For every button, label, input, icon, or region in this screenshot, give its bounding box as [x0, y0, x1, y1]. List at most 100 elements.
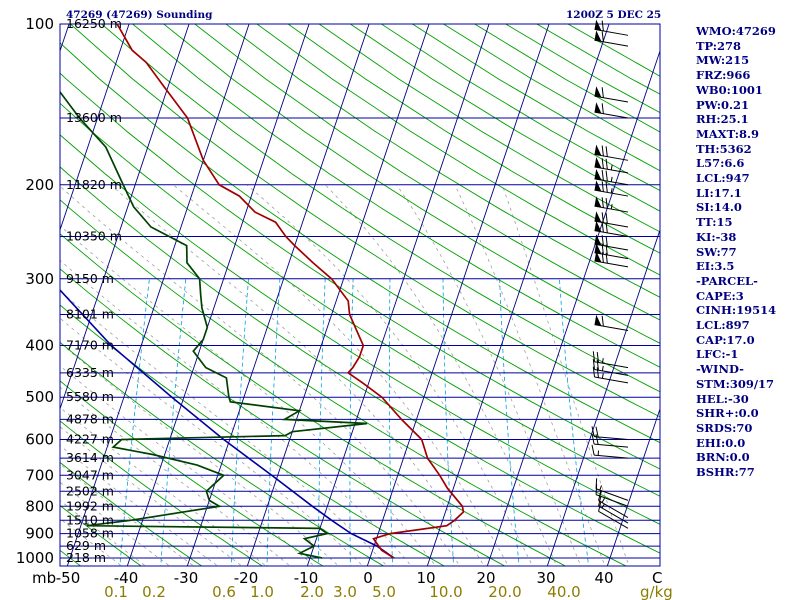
index-item: FRZ:966 — [696, 68, 751, 83]
temperature-tick-label: -20 — [234, 569, 259, 587]
pressure-tick-label: 900 — [25, 525, 54, 543]
dewpoint-trace — [60, 90, 368, 559]
moist-adiabat — [60, 290, 388, 566]
wind-barb — [594, 157, 629, 174]
index-item: L57:6.6 — [696, 156, 745, 171]
mixing-ratio-line — [160, 278, 187, 566]
moist-adiabat — [110, 184, 485, 566]
mixing-ratio-line — [230, 278, 249, 566]
index-item: WMO:47269 — [696, 24, 776, 38]
pressure-labels: 1000 900 800 700 600 500 400 300 200 100 — [16, 15, 54, 567]
height-label: 1510 m — [66, 512, 114, 527]
dry-adiabat — [60, 461, 203, 566]
height-label: 5580 m — [66, 389, 114, 404]
dry-adiabat — [225, 24, 660, 298]
dry-adiabat — [287, 24, 660, 254]
wind-barb — [594, 19, 629, 36]
wind-barb — [591, 426, 629, 441]
temperature-tick-label: 30 — [536, 569, 555, 587]
height-label: 8101 m — [66, 307, 114, 322]
temperature-tick-label: -40 — [114, 569, 139, 587]
mixing-ratio-line — [499, 278, 520, 566]
moist-adiabat — [246, 184, 533, 566]
index-item: LCL:897 — [696, 318, 750, 333]
moist-adiabat — [60, 225, 437, 566]
index-item: SI:14.0 — [696, 200, 742, 215]
pressure-tick-label: 300 — [25, 270, 54, 288]
mixing-ratio-tick-label: 0.6 — [212, 583, 236, 600]
mixing-ratio-line — [442, 278, 455, 566]
wind-barb — [594, 144, 629, 161]
dry-adiabat — [60, 102, 660, 497]
moist-adiabat — [60, 463, 195, 566]
dry-adiabat — [60, 199, 627, 566]
wind-barb — [594, 251, 629, 268]
index-item: CAP:17.0 — [696, 332, 755, 347]
dry-adiabat — [60, 420, 264, 566]
height-label: 4227 m — [66, 432, 114, 447]
pressure-tick-label: 700 — [25, 466, 54, 484]
index-item: HEL:-30 — [696, 391, 749, 406]
chart-time: 1200Z 5 DEC 25 — [566, 9, 662, 21]
mixing-ratio-tick-label: 2.0 — [300, 583, 324, 600]
moist-adiabat — [501, 184, 630, 566]
height-label: 3047 m — [66, 467, 114, 482]
mixing-ratio-tick-label: 40.0 — [547, 583, 580, 600]
height-label: 9150 m — [66, 271, 114, 286]
isotherm — [486, 49, 660, 566]
isotherm — [366, 24, 550, 566]
dry-adiabat — [0, 12, 24, 569]
mixing-ratio-line — [119, 278, 150, 566]
wind-barb — [594, 168, 629, 186]
height-labels: 16250 m 13600 m 11820 m 10350 m 9150 m 8101 m… — [66, 16, 122, 565]
index-item: EHI:0.0 — [696, 435, 746, 450]
index-item: LI:17.1 — [696, 185, 742, 200]
isotherm — [60, 24, 190, 411]
moist-adiabat — [60, 317, 364, 566]
plot-frame — [59, 23, 661, 567]
index-item: BRN:0.0 — [696, 450, 750, 465]
pressure-tick-label: 500 — [25, 388, 54, 406]
mixing-ratio-line — [389, 278, 394, 566]
dry-adiabat — [60, 134, 660, 525]
temperature-labels: -50 -40 -30 -20 -10 0 10 20 30 40 — [56, 569, 614, 587]
plot-area — [0, 12, 660, 569]
wind-barb — [594, 180, 629, 197]
index-item: KI:-38 — [696, 229, 737, 244]
height-label: 2502 m — [66, 483, 114, 498]
pressure-tick-label: 600 — [25, 431, 54, 449]
temperature-unit-label: C — [652, 569, 662, 587]
wind-barb — [594, 211, 629, 228]
index-panel: WMO:47269 TP:278 MW:215 FRZ:966 WB0:1001 PW:0… — [696, 24, 800, 480]
wind-barb — [594, 102, 629, 119]
dry-adiabat — [194, 24, 660, 321]
wind-barb — [594, 30, 629, 47]
isotherm — [306, 24, 490, 566]
moist-adiabat — [60, 185, 461, 566]
dry-adiabat — [60, 380, 324, 566]
index-item: SW:77 — [696, 244, 737, 259]
pressure-tick-label: 400 — [25, 337, 54, 355]
index-item: LFC:-1 — [696, 347, 739, 362]
temperature-tick-label: -10 — [294, 569, 319, 587]
index-item: -PARCEL- — [696, 273, 758, 288]
temperature-tick-label: 40 — [594, 569, 613, 587]
mixing-ratio-tick-label: 20.0 — [488, 583, 521, 600]
mixing-ratio-line — [318, 278, 326, 566]
dry-adiabat — [60, 42, 660, 444]
wind-barb — [594, 314, 629, 332]
wind-barb — [594, 234, 629, 251]
index-item: TT:15 — [696, 215, 733, 230]
moist-adiabat — [60, 386, 291, 566]
index-item: -WIND- — [696, 362, 744, 377]
isotherm — [126, 24, 310, 566]
mixing-ratio-unit-label: g/kg — [640, 583, 673, 600]
index-item: MAXT:8.9 — [696, 126, 759, 141]
isotherm — [546, 228, 660, 566]
wind-barb — [591, 444, 629, 459]
mixing-ratio-line — [349, 278, 354, 566]
pressure-tick-label: 1000 — [16, 549, 54, 567]
dry-adiabat — [60, 341, 385, 566]
temperature-tick-label: 20 — [476, 569, 495, 587]
